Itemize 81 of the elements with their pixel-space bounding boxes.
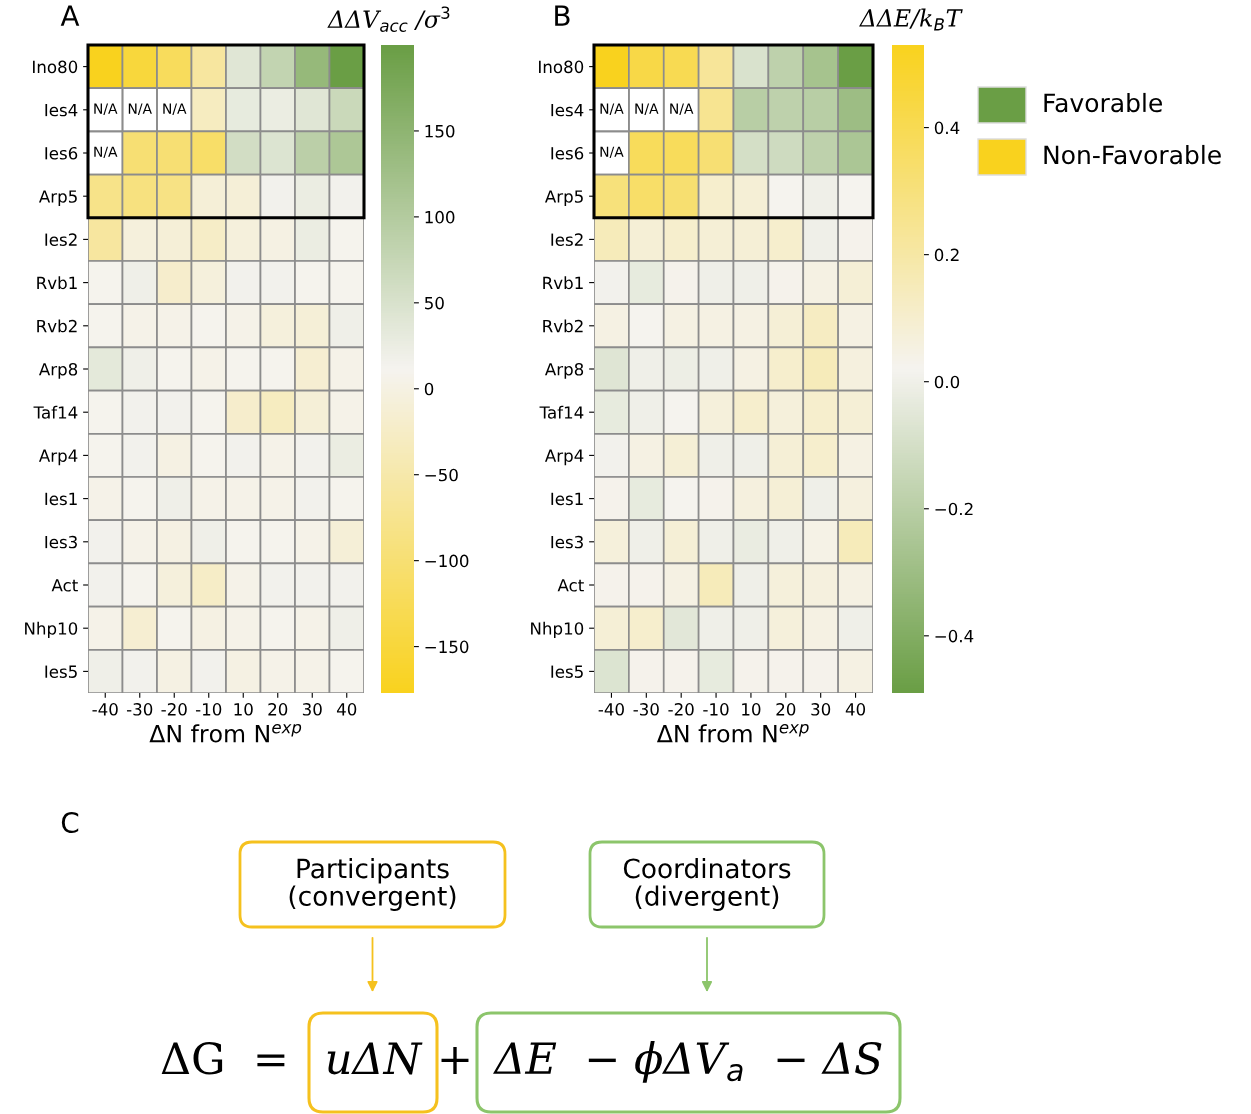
- x-tick-label: -10: [703, 703, 729, 716]
- x-tick-label: -10: [195, 703, 222, 716]
- x-tick-label: 10: [742, 703, 761, 716]
- x-tick-label: 30: [302, 703, 322, 716]
- y-tick-label: Rvb1: [37, 276, 77, 290]
- y-tick-label: Ies1: [45, 492, 77, 506]
- y-tick-label: Nhp10: [25, 621, 78, 638]
- x-tick-label: -20: [161, 703, 187, 716]
- x-axis-title: ΔN from N$^{exp}$: [656, 723, 809, 743]
- color-bar-label: 50: [425, 296, 444, 310]
- text: C: [61, 812, 79, 834]
- y-tick-label: Act: [557, 579, 584, 592]
- text: N/A: [94, 146, 118, 159]
- x-tick-label: -40: [92, 703, 118, 716]
- text: Participants (convergent): [289, 857, 456, 912]
- y-tick-label: Act: [51, 579, 78, 592]
- y-tick-label: Taf14: [539, 405, 584, 419]
- text: N/A: [94, 103, 118, 115]
- y-tick-label: Arp4: [38, 449, 78, 466]
- color-bar-label: 0.2: [934, 248, 959, 262]
- y-tick-label: Ies6: [45, 146, 78, 160]
- y-tick-label: Arp5: [544, 190, 583, 206]
- y-tick-label: Rvb2: [37, 319, 77, 333]
- color-bar-title: ΔΔE/k$_{B}$T: [859, 8, 963, 31]
- chart-title: A: [60, 5, 80, 26]
- x-tick-label: -20: [668, 703, 694, 716]
- text: uΔN: [327, 1042, 423, 1075]
- text: Coordinators (divergent): [623, 857, 791, 912]
- text: N/A: [635, 103, 659, 115]
- text: N/A: [163, 103, 187, 115]
- y-tick-label: Ies1: [551, 492, 583, 506]
- x-tick-label: -30: [633, 703, 659, 716]
- x-axis-title: ΔN from N$^{exp}$: [149, 723, 302, 743]
- x-tick-label: -40: [598, 703, 624, 716]
- chart-title: B: [555, 5, 570, 26]
- color-bar-label: −0.2: [935, 502, 973, 516]
- color-bar-label: −100: [425, 554, 469, 568]
- y-tick-label: Ies3: [45, 535, 77, 549]
- color-bar-label: −150: [425, 640, 469, 654]
- y-tick-label: Ies5: [551, 665, 583, 678]
- text: N/A: [600, 146, 624, 159]
- y-tick-label: Arp8: [544, 362, 584, 379]
- y-tick-label: Ies2: [45, 233, 77, 246]
- text: Favorable: [1044, 92, 1162, 113]
- y-tick-label: Rvb2: [543, 319, 583, 333]
- text: N/A: [670, 103, 694, 115]
- y-tick-label: Ies2: [551, 233, 583, 246]
- text: N/A: [600, 103, 624, 115]
- x-tick-label: 20: [268, 703, 288, 716]
- y-tick-label: Arp4: [544, 449, 584, 466]
- text: ΔE − ϕΔV$_{a}$ − ΔS: [493, 1041, 882, 1083]
- color-bar-label: 100: [425, 210, 455, 224]
- color-bar-label: 0: [424, 382, 434, 396]
- y-tick-label: Ies3: [551, 535, 583, 549]
- y-tick-label: Ies4: [45, 103, 78, 117]
- text: +: [441, 1046, 469, 1074]
- color-bar-label: 0.0: [934, 375, 960, 389]
- color-bar-label: −50: [425, 468, 458, 482]
- text: N/A: [128, 103, 152, 115]
- color-bar-label: 0.4: [934, 121, 960, 135]
- text: ΔG =: [161, 1041, 285, 1075]
- y-tick-label: Arp5: [38, 190, 77, 206]
- color-bar-title: ΔΔV$_{acc}$ /σ$^{3}$: [327, 6, 450, 32]
- text: Non-Favorable: [1044, 144, 1221, 165]
- y-tick-label: Ies4: [551, 103, 584, 117]
- color-bar-label: −0.4: [935, 629, 974, 643]
- y-tick-label: Ino80: [33, 60, 78, 74]
- y-tick-label: Arp8: [38, 362, 78, 379]
- x-tick-label: -30: [126, 703, 153, 716]
- y-tick-label: Nhp10: [531, 621, 584, 638]
- y-tick-label: Taf14: [33, 405, 78, 419]
- y-tick-label: Ies5: [45, 665, 77, 678]
- x-tick-label: 30: [811, 703, 831, 716]
- x-tick-label: 40: [845, 703, 866, 716]
- y-tick-label: Ies6: [551, 146, 584, 160]
- x-tick-label: 20: [776, 703, 796, 716]
- x-tick-label: 40: [336, 703, 357, 716]
- color-bar-label: 150: [425, 124, 455, 138]
- y-tick-label: Ino80: [539, 60, 584, 74]
- x-tick-label: 10: [234, 703, 253, 716]
- y-tick-label: Rvb1: [543, 276, 583, 290]
